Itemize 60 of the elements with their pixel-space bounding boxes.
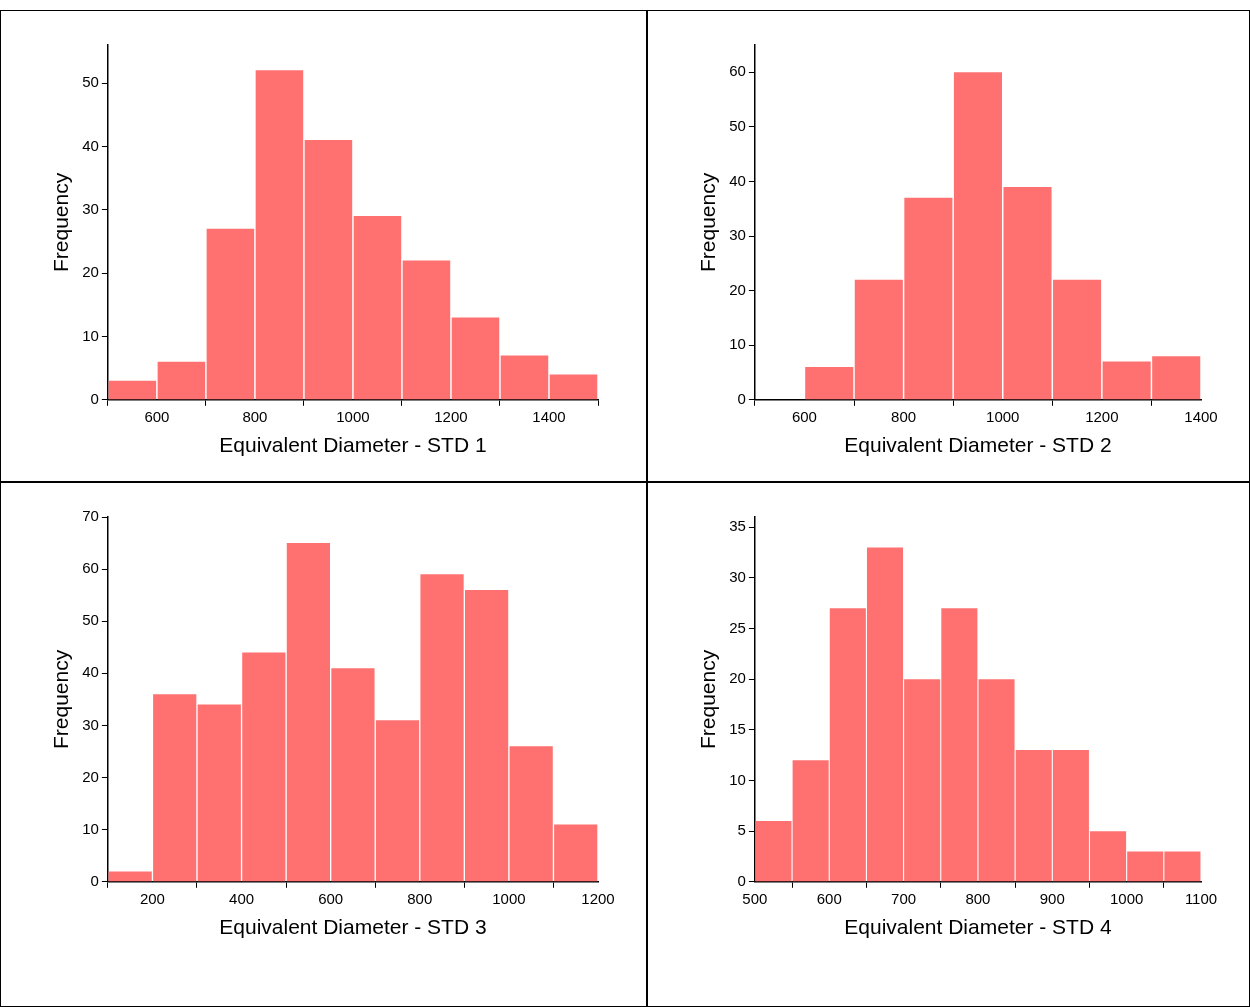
- y-axis-title: Frequency: [696, 172, 720, 273]
- x-tick-label: 600: [816, 889, 842, 907]
- y-tick-label: 50: [82, 73, 99, 91]
- y-tick-label: 0: [90, 389, 99, 407]
- x-tick-label: 600: [791, 407, 817, 425]
- y-tick-label: 50: [729, 117, 746, 135]
- y-tick-label: 35: [729, 517, 746, 535]
- x-tick-label: 1200: [434, 407, 468, 425]
- y-tick-label: 0: [90, 871, 99, 889]
- x-axis-title: Equivalent Diameter - STD 1: [219, 433, 487, 457]
- y-tick-label: 30: [82, 715, 99, 733]
- y-tick-label: 60: [729, 62, 746, 80]
- y-tick-label: 20: [82, 263, 99, 281]
- x-tick-label: 1200: [581, 889, 615, 907]
- x-tick-label: 1400: [1184, 407, 1218, 425]
- y-axis-title: Frequency: [49, 172, 73, 273]
- x-tick-label: 400: [229, 889, 255, 907]
- x-axis-title: Equivalent Diameter - STD 3: [219, 915, 487, 939]
- y-tick-label: 15: [729, 719, 746, 737]
- y-tick-label: 20: [82, 767, 99, 785]
- y-axis-title: Frequency: [49, 649, 73, 750]
- x-tick-label: 800: [407, 889, 433, 907]
- y-tick-label: 30: [729, 567, 746, 585]
- y-tick-label: 0: [737, 871, 746, 889]
- x-tick-label: 800: [965, 889, 991, 907]
- y-tick-label: 5: [737, 821, 746, 839]
- x-tick-label: 600: [144, 407, 170, 425]
- y-tick-label: 60: [82, 559, 99, 577]
- x-tick-label: 1200: [1085, 407, 1119, 425]
- y-tick-label: 70: [82, 507, 99, 525]
- y-tick-label: 10: [82, 326, 99, 344]
- x-tick-label: 1000: [336, 407, 370, 425]
- x-tick-label: 800: [891, 407, 917, 425]
- x-tick-label: 1000: [1109, 889, 1144, 907]
- x-tick-label: 1400: [532, 407, 566, 425]
- y-tick-label: 40: [82, 136, 99, 154]
- x-tick-label: 1000: [492, 889, 526, 907]
- y-tick-label: 20: [729, 280, 746, 298]
- x-axis-title: Equivalent Diameter - STD 4: [844, 915, 1112, 939]
- y-tick-label: 10: [729, 770, 746, 788]
- y-tick-label: 25: [729, 618, 746, 636]
- y-tick-label: 40: [82, 663, 99, 681]
- x-tick-label: 1100: [1184, 889, 1218, 907]
- x-tick-label: 700: [891, 889, 917, 907]
- x-tick-label: 600: [318, 889, 344, 907]
- y-tick-label: 20: [729, 669, 746, 687]
- x-axis-title: Equivalent Diameter - STD 2: [844, 433, 1112, 457]
- y-tick-label: 50: [82, 611, 99, 629]
- y-tick-label: 0: [737, 389, 746, 407]
- x-tick-label: 200: [139, 889, 165, 907]
- y-tick-label: 10: [82, 819, 99, 837]
- y-tick-label: 40: [729, 171, 746, 189]
- y-tick-label: 30: [82, 199, 99, 217]
- x-tick-label: 900: [1039, 889, 1065, 907]
- x-tick-label: 1000: [986, 407, 1020, 425]
- y-tick-label: 10: [729, 335, 746, 353]
- x-tick-label: 800: [242, 407, 268, 425]
- y-tick-label: 30: [729, 226, 746, 244]
- x-tick-label: 500: [742, 889, 768, 907]
- y-axis-title: Frequency: [696, 649, 720, 750]
